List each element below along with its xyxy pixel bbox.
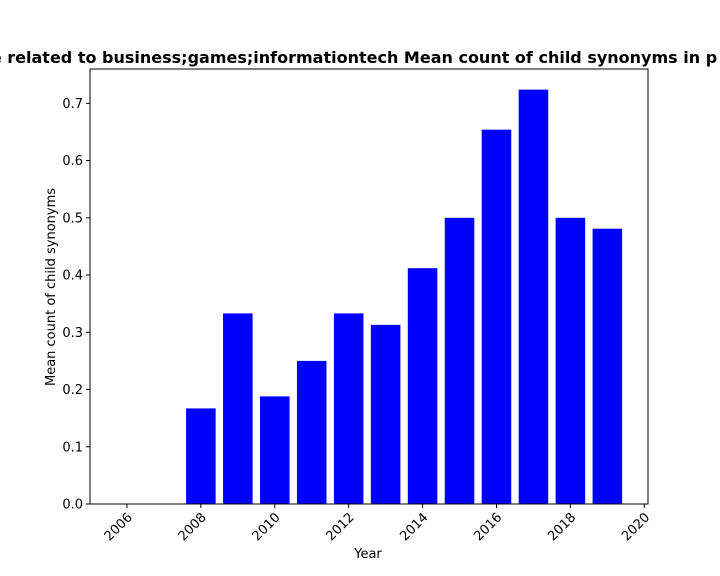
x-tick-label-2016: 2016 [471,510,505,544]
x-axis: 2006 2008 2010 2012 2014 2016 2018 2020 [102,504,653,544]
chart-title: e related to business;games;informationt… [0,48,717,67]
y-tick-label-0.0: 0.0 [62,498,83,513]
bar-2014 [407,268,438,504]
x-tick-label-2020: 2020 [619,510,653,544]
bar-2008 [186,408,216,504]
x-tick-label-2006: 2006 [102,510,136,544]
y-axis: 0.0 0.1 0.2 0.3 0.4 0.5 0.6 0.7 [62,97,90,513]
bar-2017 [518,89,549,505]
bars-group [186,89,623,505]
x-tick-label-2008: 2008 [176,510,210,544]
y-tick-label-0.6: 0.6 [62,154,83,169]
x-axis-label: Year [353,547,382,562]
bar-2012 [333,313,364,504]
bar-2013 [370,324,401,504]
bar-2016 [481,129,512,505]
y-axis-label: Mean count of child synonyms [44,188,59,386]
bar-2011 [296,360,327,504]
bar-2009 [223,313,253,504]
bar-2018 [555,217,586,504]
y-tick-label-0.5: 0.5 [62,211,83,226]
x-tick-label-2018: 2018 [545,510,579,544]
y-tick-label-0.2: 0.2 [62,383,83,398]
x-tick-label-2010: 2010 [250,510,284,544]
plot-frame [89,68,649,505]
y-tick-label-0.3: 0.3 [62,326,83,341]
y-tick-label-0.4: 0.4 [62,269,83,284]
bar-2010 [259,396,290,504]
y-tick-label-0.7: 0.7 [62,97,83,112]
y-tick-label-0.1: 0.1 [62,440,83,455]
x-tick-label-2012: 2012 [323,510,357,544]
x-tick-label-2014: 2014 [397,510,431,544]
bar-2015 [444,217,475,504]
bar-2019 [592,228,623,504]
